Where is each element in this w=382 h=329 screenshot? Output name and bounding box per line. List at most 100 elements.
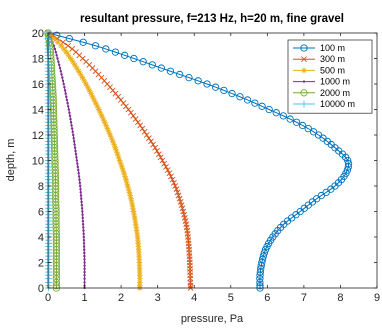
data-point xyxy=(78,178,81,181)
data-point xyxy=(136,259,143,266)
data-point xyxy=(131,211,137,218)
data-point xyxy=(78,181,82,185)
data-point xyxy=(56,57,59,60)
data-point xyxy=(256,275,264,283)
data-point xyxy=(211,83,220,91)
data-point xyxy=(256,282,264,290)
data-point xyxy=(131,215,138,221)
data-point xyxy=(79,187,82,191)
data-point xyxy=(64,92,67,95)
data-point xyxy=(81,223,85,226)
data-point xyxy=(58,66,62,70)
data-point xyxy=(63,85,66,89)
data-point xyxy=(169,176,176,183)
data-point xyxy=(52,282,61,290)
data-point xyxy=(67,55,74,62)
data-point xyxy=(74,152,78,156)
data-point xyxy=(69,58,76,65)
y-tick-label: 14 xyxy=(32,105,44,117)
series-300-m xyxy=(45,30,194,291)
legend-label: 300 m xyxy=(320,54,345,64)
data-point xyxy=(72,62,78,68)
data-point xyxy=(55,39,61,46)
x-axis-label: pressure, Pa xyxy=(181,313,244,325)
data-point xyxy=(176,70,184,79)
y-tick-label: 6 xyxy=(38,207,44,219)
data-point xyxy=(70,127,74,130)
data-point xyxy=(128,199,135,205)
x-tick-label: 3 xyxy=(155,292,161,304)
data-point xyxy=(80,207,84,210)
data-point xyxy=(74,149,77,153)
data-point xyxy=(135,237,141,243)
data-point xyxy=(97,109,104,116)
data-point xyxy=(133,227,140,234)
data-point xyxy=(82,235,86,239)
data-point xyxy=(96,106,102,113)
data-point xyxy=(152,144,159,151)
data-point xyxy=(136,275,143,282)
data-point xyxy=(75,68,82,75)
data-point xyxy=(185,73,193,82)
legend-item: 2000 m xyxy=(293,88,350,98)
data-point xyxy=(166,170,173,177)
x-tick-label: 9 xyxy=(374,292,380,304)
data-point xyxy=(115,154,122,161)
x-tick-label: 5 xyxy=(228,292,234,304)
data-point xyxy=(176,195,183,202)
data-point xyxy=(91,97,97,103)
data-point xyxy=(82,248,86,251)
data-point xyxy=(172,183,179,189)
data-point xyxy=(157,64,166,72)
data-point xyxy=(80,200,83,204)
data-point xyxy=(344,163,352,171)
y-tick-label: 18 xyxy=(32,54,44,66)
data-point xyxy=(220,86,228,95)
legend-item: 100 m xyxy=(293,43,345,53)
data-point xyxy=(130,54,138,63)
data-point xyxy=(70,124,73,127)
data-point xyxy=(51,35,57,42)
data-point xyxy=(203,80,211,88)
data-point xyxy=(94,103,101,110)
data-point xyxy=(108,135,115,141)
data-point xyxy=(81,210,84,213)
data-point xyxy=(83,267,86,271)
data-point xyxy=(130,112,137,119)
data-point xyxy=(100,116,107,122)
y-tick-label: 0 xyxy=(38,283,44,295)
data-point xyxy=(127,192,134,199)
data-point xyxy=(91,42,100,50)
series-500-m xyxy=(45,30,143,291)
data-point xyxy=(141,128,148,135)
data-point xyxy=(83,264,86,267)
data-point xyxy=(132,221,139,228)
data-point xyxy=(292,118,301,126)
data-point xyxy=(143,132,150,138)
series-10000-m xyxy=(44,29,53,292)
data-point xyxy=(52,271,61,279)
data-point xyxy=(113,148,120,154)
data-point xyxy=(272,109,280,117)
data-point xyxy=(82,245,86,248)
legend-marker xyxy=(300,44,308,52)
data-point xyxy=(164,167,171,173)
data-point xyxy=(61,79,65,83)
data-point xyxy=(166,67,175,75)
data-point xyxy=(261,246,270,254)
data-point xyxy=(124,180,130,186)
data-point xyxy=(126,189,133,196)
data-point xyxy=(92,100,99,106)
data-point xyxy=(80,203,84,207)
data-point xyxy=(286,115,294,123)
data-point xyxy=(98,113,105,119)
data-point xyxy=(77,168,80,172)
data-point xyxy=(132,218,139,224)
data-point xyxy=(83,251,86,255)
data-point xyxy=(82,229,85,232)
data-point xyxy=(55,54,58,57)
data-point xyxy=(120,167,126,173)
data-point xyxy=(145,135,152,142)
